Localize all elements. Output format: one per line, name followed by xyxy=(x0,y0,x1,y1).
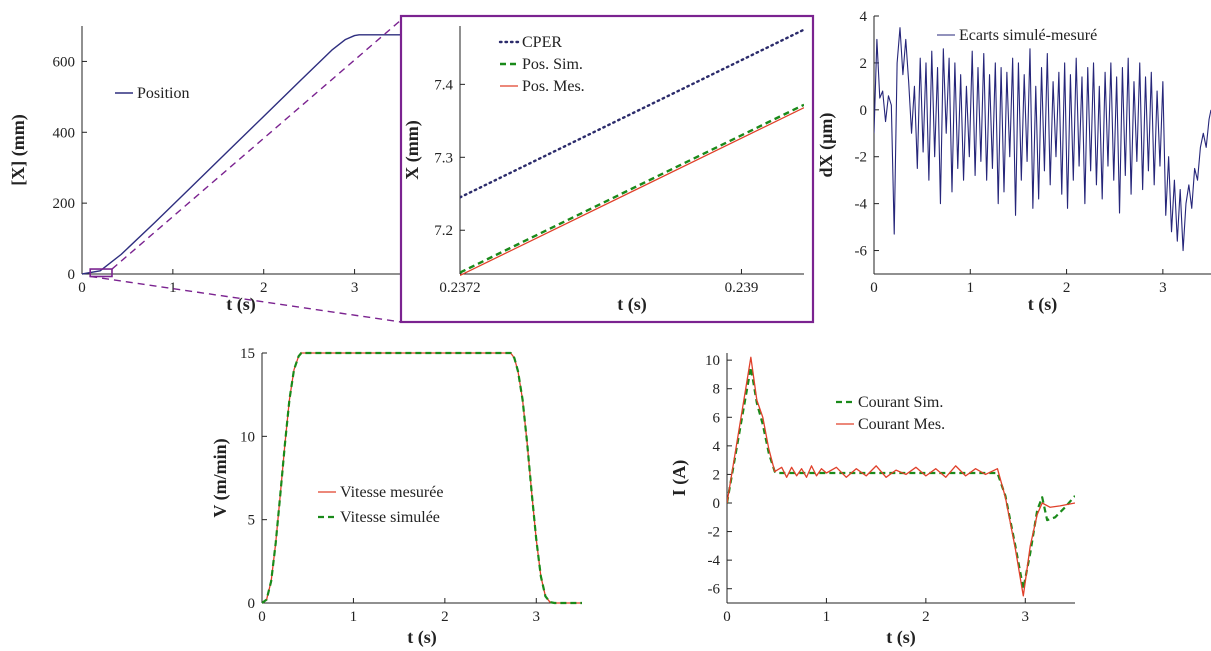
zoom-series-cper xyxy=(460,28,804,199)
courant-series-courant-mes xyxy=(727,356,1075,597)
ecarts-chart: 0 1 2 3 -6 -4 -2 0 2 4 t (s) dX (µm) Ecarts simulé-m… xyxy=(816,9,1211,315)
vitesse-y-tick-label: 5 xyxy=(248,513,256,529)
position-x-tick-label: 0 xyxy=(78,280,86,296)
ecarts-y-tick-label: 0 xyxy=(860,103,868,119)
zoom-region-box xyxy=(89,268,113,278)
ecarts-x-axis-label: t (s) xyxy=(1028,294,1058,315)
courant-x-tick-label: 2 xyxy=(922,609,930,625)
zoom-x-tick-label: 0.239 xyxy=(725,280,759,296)
position-x-tick-label: 1 xyxy=(169,280,177,296)
ecarts-series-ecarts-simule-mesure xyxy=(874,27,1211,252)
ecarts-y-axis-label: dX (µm) xyxy=(816,113,837,178)
courant-y-tick-label: -6 xyxy=(708,582,721,598)
zoom-chart: 0.2372 0.239 7.2 7.3 7.4 t (s) X (mm) CPER Pos. … xyxy=(402,26,804,315)
position-y-tick-label: 0 xyxy=(68,267,76,283)
zoom-indicator xyxy=(89,14,815,324)
zoom-legend-pos-sim: Pos. Sim. xyxy=(522,56,583,73)
vitesse-x-tick-label: 3 xyxy=(533,609,541,625)
ecarts-y-tick-label: -6 xyxy=(855,244,868,260)
zoom-legend-cper: CPER xyxy=(522,34,562,51)
vitesse-y-tick-label: 10 xyxy=(240,429,255,445)
courant-x-tick-label: 1 xyxy=(823,609,831,625)
ecarts-y-tick-label: -2 xyxy=(855,150,868,166)
zoom-series-pos-mes xyxy=(460,107,804,277)
position-x-tick-label: 2 xyxy=(260,280,268,296)
courant-y-tick-label: 4 xyxy=(713,439,721,455)
ecarts-x-tick-label: 1 xyxy=(967,280,975,296)
vitesse-x-axis-label: t (s) xyxy=(407,627,437,648)
position-y-tick-label: 400 xyxy=(53,125,76,141)
courant-y-tick-label: 6 xyxy=(713,410,721,426)
position-x-axis-label: t (s) xyxy=(226,294,256,315)
position-series-position xyxy=(82,34,400,275)
zoom-y-axis-label: X (mm) xyxy=(402,120,423,179)
zoom-x-tick-label: 0.2372 xyxy=(439,280,480,296)
position-x-tick-label: 3 xyxy=(351,280,359,296)
vitesse-chart: 0 1 2 3 0 5 10 15 t (s) V (m/min) Vitesse mesurée V… xyxy=(210,346,582,648)
ecarts-x-tick-label: 2 xyxy=(1063,280,1071,296)
courant-y-axis-label: I (A) xyxy=(669,460,690,497)
vitesse-series-vitesse-mesuree xyxy=(262,352,582,604)
position-legend-position: Position xyxy=(137,85,189,102)
zoom-frame xyxy=(399,14,815,324)
courant-chart: 0 1 2 3 -6 -4 -2 0 2 4 6 8 10 t (s) I (A) Courant Sim. C… xyxy=(669,353,1075,648)
courant-y-tick-label: -4 xyxy=(708,553,721,569)
courant-y-tick-label: 2 xyxy=(713,467,721,483)
position-chart: 0 1 2 3 0 200 400 600 t (s) [X] (mm) Position xyxy=(8,26,400,315)
vitesse-legend-vitesse-simulee: Vitesse simulée xyxy=(340,509,440,526)
zoom-y-tick-label: 7.3 xyxy=(434,150,453,166)
vitesse-legend-vitesse-mesuree: Vitesse mesurée xyxy=(340,484,443,501)
vitesse-x-tick-label: 1 xyxy=(350,609,358,625)
courant-legend-courant-mes: Courant Mes. xyxy=(858,416,945,433)
ecarts-y-tick-label: -4 xyxy=(855,197,868,213)
position-y-axis-label: [X] (mm) xyxy=(8,114,29,185)
courant-x-tick-label: 0 xyxy=(723,609,731,625)
courant-y-tick-label: 10 xyxy=(705,353,720,369)
vitesse-y-axis-label: V (m/min) xyxy=(210,438,231,517)
zoom-legend-pos-mes: Pos. Mes. xyxy=(522,78,585,95)
ecarts-y-tick-label: 4 xyxy=(860,9,868,25)
courant-series-courant-sim xyxy=(727,366,1075,590)
ecarts-x-tick-label: 0 xyxy=(870,280,878,296)
courant-x-axis-label: t (s) xyxy=(886,627,916,648)
ecarts-x-tick-label: 3 xyxy=(1159,280,1167,296)
vitesse-y-tick-label: 15 xyxy=(240,346,255,362)
vitesse-x-tick-label: 2 xyxy=(441,609,449,625)
vitesse-x-tick-label: 0 xyxy=(258,609,266,625)
courant-legend-courant-sim: Courant Sim. xyxy=(858,394,943,411)
zoom-x-axis-label: t (s) xyxy=(617,294,647,315)
courant-y-tick-label: 0 xyxy=(713,496,721,512)
ecarts-y-tick-label: 2 xyxy=(860,56,868,72)
vitesse-y-tick-label: 0 xyxy=(248,596,256,612)
zoom-series-pos-sim xyxy=(460,103,804,274)
courant-x-tick-label: 3 xyxy=(1022,609,1030,625)
vitesse-series-vitesse-simulee xyxy=(262,351,582,605)
courant-y-tick-label: 8 xyxy=(713,382,721,398)
zoom-connector-top xyxy=(111,19,402,270)
position-y-tick-label: 600 xyxy=(53,54,76,70)
zoom-y-tick-label: 7.4 xyxy=(434,77,453,93)
ecarts-legend-ecarts-simule-mesure: Ecarts simulé-mesuré xyxy=(959,27,1097,44)
zoom-y-tick-label: 7.2 xyxy=(434,223,453,239)
position-y-tick-label: 200 xyxy=(53,196,76,212)
courant-y-tick-label: -2 xyxy=(708,525,721,541)
zoom-connector-bottom xyxy=(90,275,402,323)
